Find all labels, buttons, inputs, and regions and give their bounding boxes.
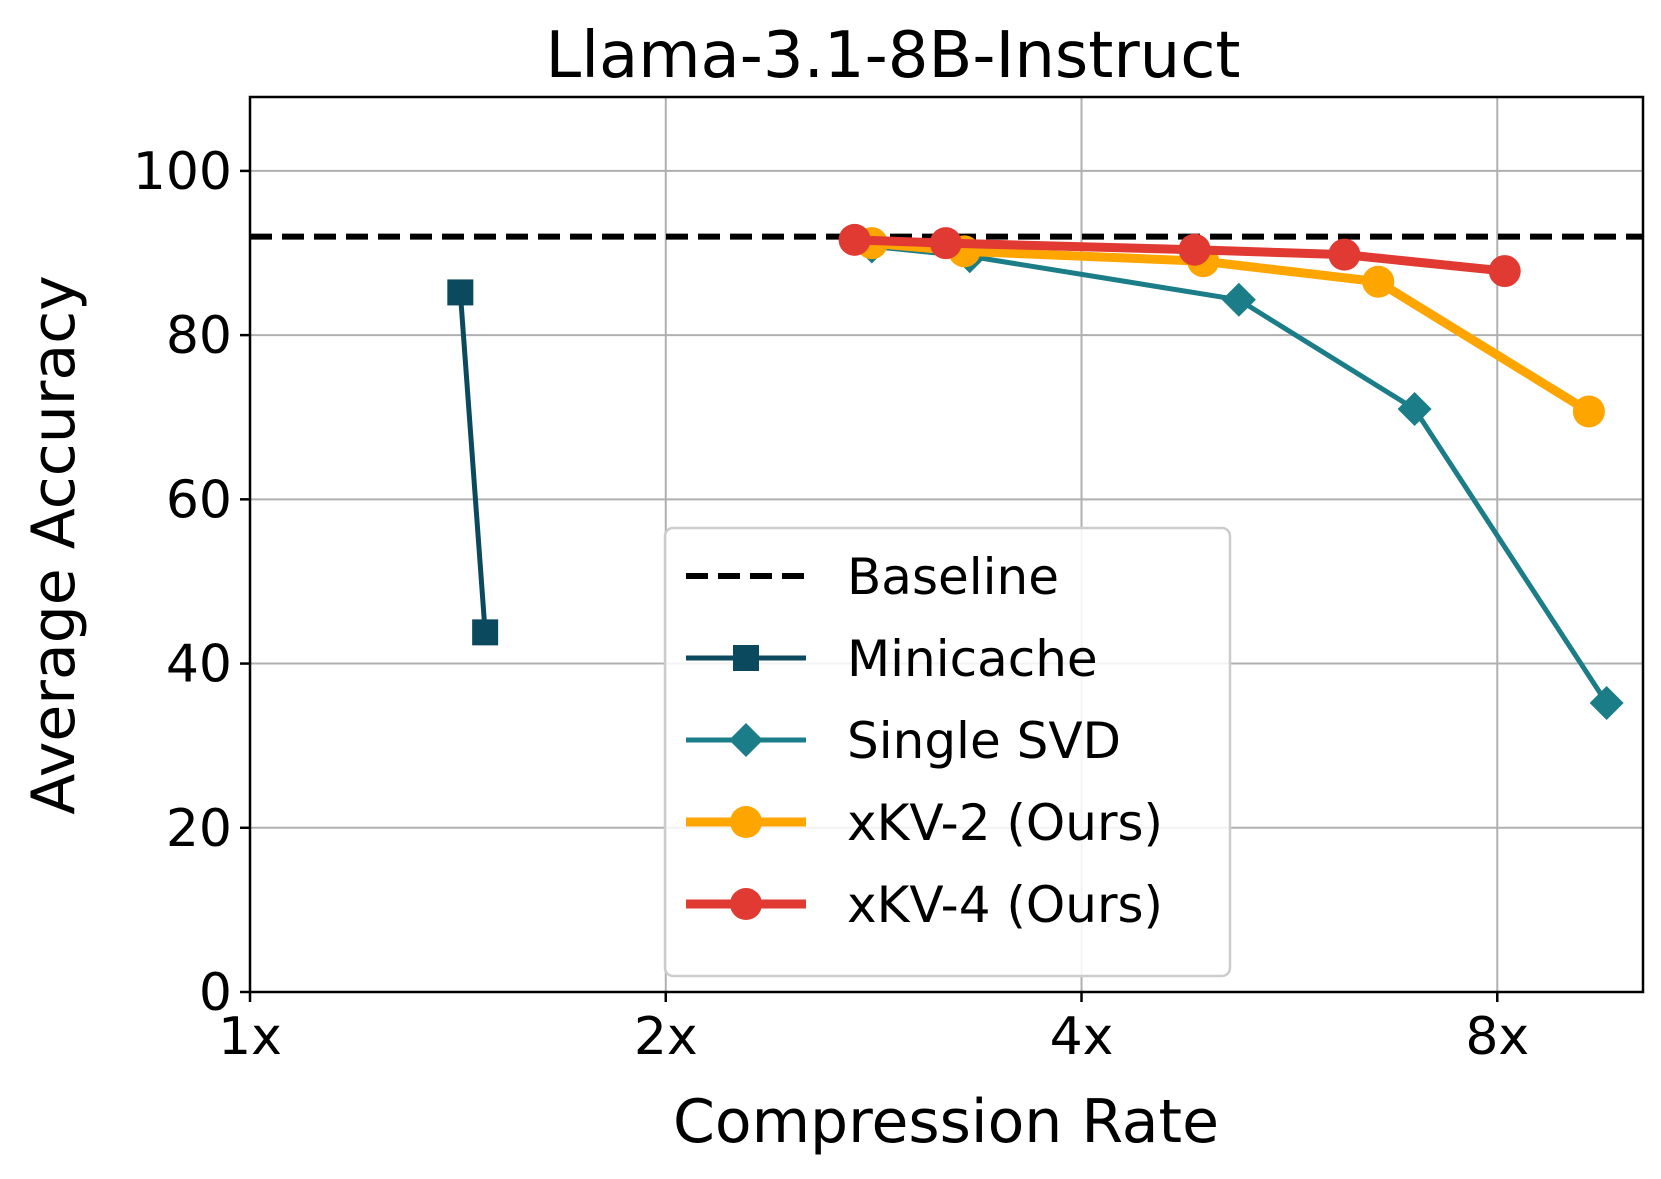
x-tick-label: 1x (218, 1007, 282, 1067)
y-tick-label: 20 (166, 799, 232, 859)
y-tick-label: 40 (166, 635, 232, 695)
legend-label: xKV-4 (Ours) (847, 876, 1163, 934)
legend-box (663, 526, 1232, 978)
data-point-xkv-4-ours (1178, 233, 1211, 266)
y-tick-label: 60 (166, 470, 232, 530)
legend-item: Minicache (686, 630, 1098, 688)
data-point-xkv-2-ours (1572, 395, 1605, 428)
series-minicache (447, 279, 499, 646)
data-point-xkv-4-ours (838, 223, 871, 256)
data-point-single-svd (1221, 282, 1256, 317)
y-axis-label: Average Accuracy (19, 275, 89, 814)
x-tick-label: 8x (1465, 1007, 1529, 1067)
legend-item: xKV-2 (Ours) (686, 794, 1163, 852)
legend-label: Single SVD (847, 712, 1121, 770)
data-point-single-svd (1589, 685, 1624, 720)
y-tick-label: 0 (199, 963, 232, 1023)
data-point-xkv-4-ours (1328, 238, 1361, 271)
data-point-xkv-4-ours (929, 227, 962, 260)
x-axis-label: Compression Rate (673, 1087, 1219, 1157)
legend-label: Minicache (847, 630, 1098, 688)
legend-label: Baseline (847, 548, 1059, 606)
legend-label: xKV-2 (Ours) (847, 794, 1163, 852)
x-tick-label: 4x (1050, 1007, 1114, 1067)
legend-item: Baseline (686, 548, 1059, 606)
axis-ticks: 1x 2x 4x 8x 0 20 40 60 80 100 (133, 142, 1529, 1067)
legend-swatch-marker (730, 806, 762, 838)
legend-swatch-marker (730, 888, 762, 920)
y-tick-label: 80 (166, 306, 232, 366)
legend-swatch-marker (733, 645, 759, 671)
series-xkv-4-ours (838, 223, 1521, 288)
series-line-minicache (457, 292, 488, 633)
data-point-xkv-2-ours (1362, 265, 1395, 298)
data-point-single-svd (1397, 392, 1432, 427)
plot-frame (248, 95, 1645, 994)
y-tick-label: 100 (133, 142, 232, 202)
legend-swatch-marker (729, 723, 763, 757)
series-xkv-2-ours (855, 227, 1605, 428)
data-point-minicache (472, 619, 499, 646)
legend-item: Single SVD (686, 712, 1121, 770)
data-point-minicache (447, 279, 474, 306)
x-tick-label: 2x (634, 1007, 698, 1067)
data-point-xkv-4-ours (1488, 255, 1521, 288)
legend-item: xKV-4 (Ours) (686, 876, 1163, 934)
series-group (447, 223, 1624, 720)
legend: Baseline Minicache Single SVD xKV-2 (Ours) x… (663, 526, 1232, 978)
chart-title: Llama-3.1-8B-Instruct (546, 19, 1241, 93)
